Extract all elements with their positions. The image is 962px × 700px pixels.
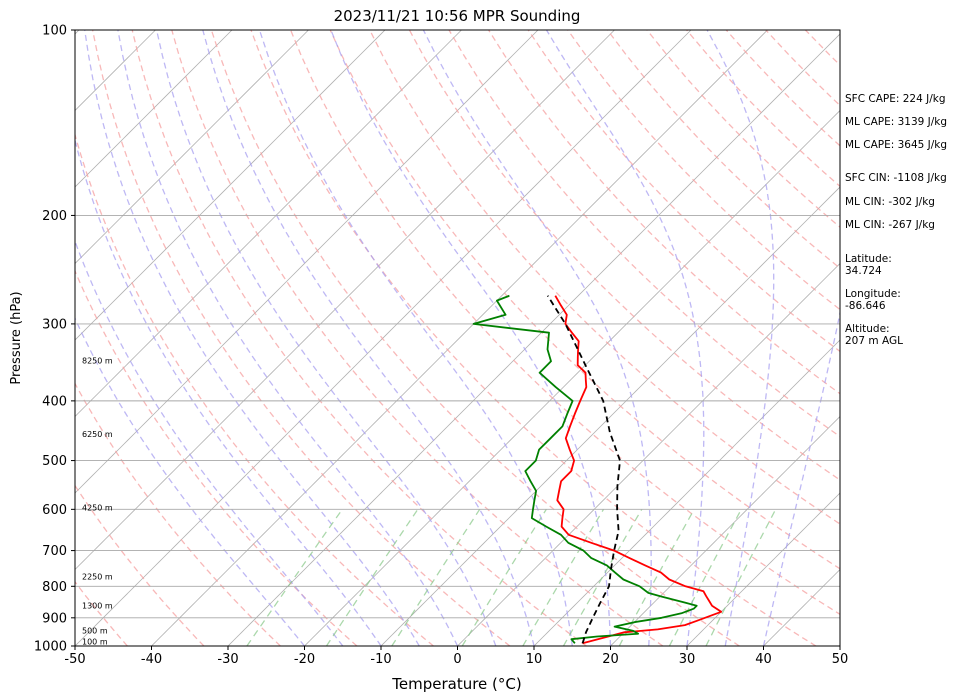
- isotherm-line: [686, 492, 840, 646]
- x-tick-label: 50: [832, 652, 849, 667]
- isotherm-line: [75, 30, 386, 341]
- isotherm-line: [380, 186, 840, 646]
- dry-adiabat-line: [210, 30, 740, 646]
- x-tick-label: 40: [755, 652, 772, 667]
- x-tick-label: 20: [602, 652, 619, 667]
- annotation-longitude: Longitude: -86.646: [845, 288, 901, 312]
- isotherm-line: [75, 30, 539, 494]
- altitude-label: 100 m: [82, 638, 108, 647]
- dry-adiabat-line: [250, 30, 817, 646]
- mixing-ratio-line: [705, 508, 777, 646]
- dry-adiabat-line: [289, 30, 840, 616]
- y-tick-label: 900: [42, 611, 67, 626]
- y-tick-label: 400: [42, 394, 67, 409]
- altitude-label: 1300 m: [82, 602, 113, 611]
- parcel-path-line: [546, 295, 621, 644]
- moist-adiabat-line: [330, 30, 612, 646]
- isotherm-line: [533, 339, 840, 646]
- dry-adiabat-line: [75, 132, 434, 646]
- annotation-ml-cape-2: ML CAPE: 3645 J/kg: [845, 139, 948, 151]
- moist-adiabat-line: [75, 137, 382, 646]
- x-axis-label: Temperature (°C): [391, 675, 521, 693]
- isotherm-line: [75, 30, 462, 418]
- isotherm-line: [304, 109, 840, 646]
- mixing-ratio-line: [668, 508, 742, 646]
- mixing-ratio-line: [562, 508, 643, 646]
- isotherm-line: [0, 30, 3, 646]
- x-tick-label: 10: [526, 652, 543, 667]
- moist-adiabat-line: [75, 239, 344, 646]
- plot-frame: [74, 29, 841, 647]
- y-tick-label: 800: [42, 580, 67, 595]
- dry-adiabat-line: [75, 382, 281, 646]
- chart-title: 2023/11/21 10:56 MPR Sounding: [334, 7, 581, 25]
- dry-adiabat-line: [329, 30, 840, 570]
- temperature-profile-line: [554, 295, 723, 645]
- moist-adiabat-line: [155, 30, 497, 646]
- dry-adiabat-line: [75, 484, 205, 646]
- dry-adiabat-line: [91, 30, 511, 646]
- isotherm-line: [610, 415, 840, 646]
- altitude-label: 8250 m: [82, 357, 113, 366]
- mixing-ratio-line: [461, 508, 547, 646]
- dry-adiabat-line: [131, 30, 587, 646]
- x-tick-label: -40: [141, 652, 162, 667]
- mixing-ratio-line: [522, 508, 605, 646]
- x-tick-label: -50: [64, 652, 85, 667]
- annotation-ml-cape-1: ML CAPE: 3139 J/kg: [845, 116, 948, 128]
- moist-adiabat-line: [422, 30, 652, 646]
- isotherm-line: [75, 30, 692, 646]
- annotation-ml-cin-2: ML CIN: -267 J/kg: [845, 219, 935, 231]
- moist-adiabat-line: [84, 30, 420, 646]
- x-tick-label: -30: [217, 652, 238, 667]
- annotation-ml-cin-1: ML CIN: -302 J/kg: [845, 196, 935, 208]
- dry-adiabat-line: [75, 269, 358, 646]
- y-axis-label: Pressure (hPa): [9, 291, 24, 384]
- y-tick-label: 100: [42, 24, 67, 39]
- moist-adiabat-line: [545, 30, 705, 646]
- x-tick-label: -20: [294, 652, 315, 667]
- isotherm-line: [763, 568, 840, 646]
- altitude-label: 6250 m: [82, 430, 113, 439]
- dry-adiabat-line: [171, 30, 664, 646]
- isotherm-line: [151, 30, 768, 646]
- moist-adiabat-line: [706, 30, 775, 646]
- x-tick-label: -10: [370, 652, 391, 667]
- y-tick-label: 200: [42, 209, 67, 224]
- y-tick-label: 1000: [34, 640, 67, 655]
- moist-adiabat-line: [202, 30, 535, 646]
- dewpoint-profile-line: [472, 294, 698, 644]
- dry-adiabat-line: [488, 30, 840, 395]
- y-tick-label: 300: [42, 317, 67, 332]
- moist-adiabat-line: [258, 30, 573, 646]
- altitude-label: 500 m: [82, 627, 108, 636]
- dry-adiabat-line: [527, 30, 840, 353]
- mixing-ratio-line: [246, 508, 343, 646]
- dry-adiabat-line: [408, 30, 840, 481]
- annotation-sfc-cin: SFC CIN: -1108 J/kg: [845, 172, 947, 184]
- dry-adiabat-line: [567, 30, 840, 311]
- y-tick-label: 600: [42, 503, 67, 518]
- mixing-ratio-line: [325, 508, 419, 646]
- mixing-ratio-line: [391, 508, 481, 646]
- annotation-altitude: Altitude: 207 m AGL: [845, 323, 903, 347]
- moist-adiabat-line: [117, 30, 459, 646]
- x-tick-label: 30: [679, 652, 696, 667]
- annotation-sfc-cape: SFC CAPE: 224 J/kg: [845, 93, 946, 105]
- annotation-latitude: Latitude: 34.724: [845, 253, 892, 277]
- x-tick-label: 0: [453, 652, 461, 667]
- y-tick-label: 700: [42, 544, 67, 559]
- isotherm-line: [227, 33, 840, 646]
- y-tick-label: 500: [42, 454, 67, 469]
- mixing-ratio-line: [618, 508, 695, 646]
- altitude-label: 2250 m: [82, 573, 113, 582]
- isotherm-line: [75, 30, 615, 571]
- dry-adiabat-line: [448, 30, 840, 438]
- moist-adiabat-line: [762, 309, 840, 646]
- altitude-label: 4250 m: [82, 504, 113, 513]
